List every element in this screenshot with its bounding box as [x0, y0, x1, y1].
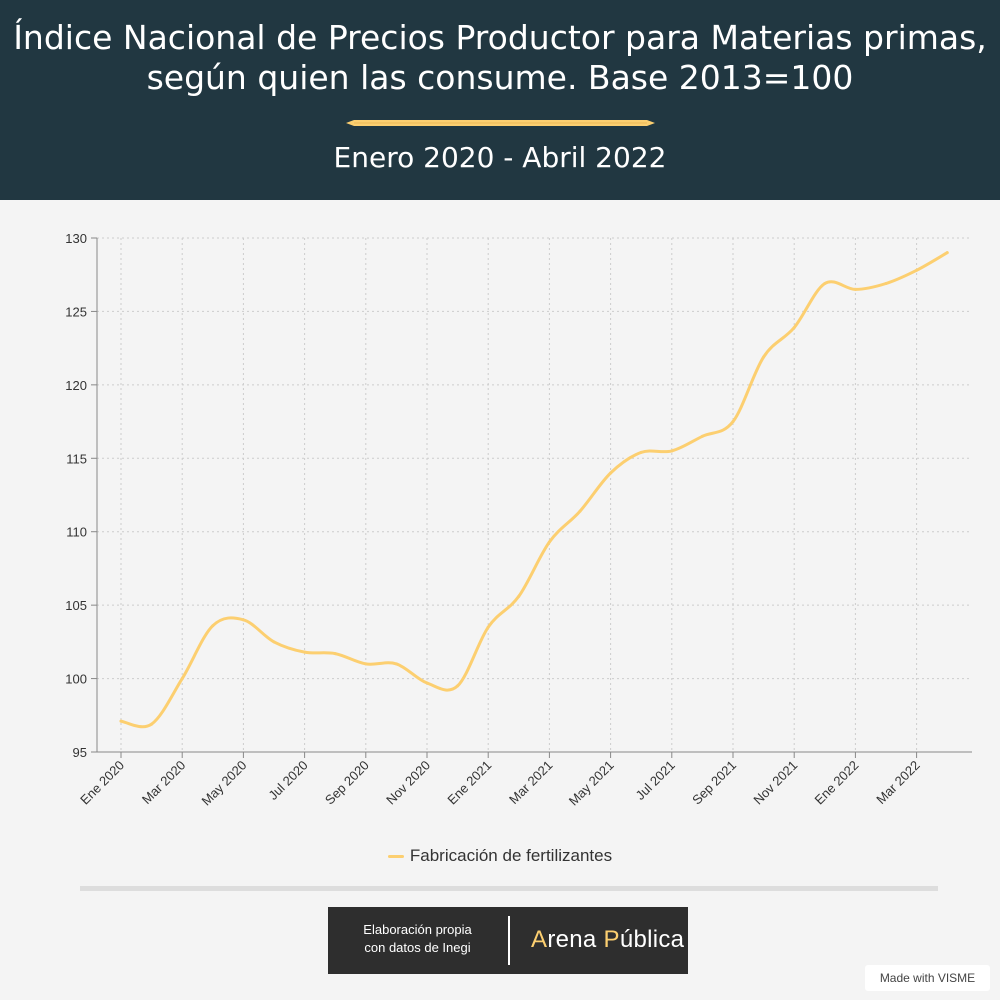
- data-point: [486, 625, 490, 629]
- brand-letter-a: A: [531, 926, 548, 953]
- credit-banner: Elaboración propia con datos de Inegi Ar…: [328, 907, 688, 974]
- y-tick-label: 110: [66, 525, 87, 540]
- x-tick-label: May 2020: [199, 758, 250, 809]
- data-point: [853, 287, 857, 291]
- data-point: [150, 722, 154, 726]
- data-point: [272, 640, 276, 644]
- data-point: [945, 251, 949, 255]
- data-point: [700, 434, 704, 438]
- data-point: [792, 326, 796, 330]
- brand-letter-p: P: [603, 926, 620, 953]
- series-layer: [119, 251, 949, 729]
- data-point: [425, 681, 429, 685]
- series-line: [119, 251, 949, 729]
- y-tick-label: 115: [66, 451, 87, 466]
- footer-divider: [80, 886, 938, 891]
- y-tick-label: 95: [73, 745, 87, 760]
- x-tick-label: Sep 2021: [689, 758, 739, 808]
- made-with-visme-badge[interactable]: Made with VISME: [865, 965, 990, 991]
- data-point: [180, 677, 184, 681]
- legend-label: Fabricación de fertilizantes: [409, 846, 613, 865]
- x-tick-label: Mar 2022: [873, 758, 922, 807]
- x-tick-label: May 2021: [566, 758, 617, 809]
- line-chart: 95 100 105 110 115 120 125 130 Ene 2020 Mar 2020…: [65, 231, 972, 809]
- x-tick-label: Jul 2020: [265, 758, 310, 803]
- chart-title-line-2: según quien las consume. Base 2013=100: [146, 58, 854, 97]
- x-tick-label: Ene 2020: [77, 758, 127, 808]
- chart-legend[interactable]: Fabricación de fertilizantes: [0, 846, 1000, 866]
- brand-text-rena: rena: [547, 926, 604, 953]
- chart-title-line-1: Índice Nacional de Precios Productor par…: [13, 18, 987, 57]
- x-tick-label: Mar 2021: [506, 758, 555, 807]
- data-point: [762, 355, 766, 359]
- axis-layer: [91, 237, 972, 758]
- data-point: [119, 719, 123, 723]
- credit-line-1: Elaboración propia: [363, 922, 472, 937]
- data-point: [394, 662, 398, 666]
- data-point: [731, 420, 735, 424]
- y-tick-label: 130: [65, 231, 87, 246]
- data-point: [517, 594, 521, 598]
- brand-text-ublica: ública: [619, 926, 685, 953]
- x-tick-label: Ene 2022: [812, 758, 862, 808]
- chart-subtitle: Enero 2020 - Abril 2022: [333, 141, 667, 174]
- credit-separator: [508, 916, 510, 965]
- data-point: [823, 282, 827, 286]
- x-tick-label: Mar 2020: [139, 758, 188, 807]
- y-tick-label: 125: [65, 304, 87, 319]
- data-point: [639, 450, 643, 454]
- data-point: [884, 282, 888, 286]
- data-point: [303, 650, 307, 654]
- data-point: [211, 624, 215, 628]
- data-point: [364, 662, 368, 666]
- x-tick-label: Ene 2021: [444, 758, 494, 808]
- x-tick-label: Jul 2021: [633, 758, 678, 803]
- grid-layer: [97, 237, 972, 752]
- data-point: [609, 471, 613, 475]
- data-point: [547, 540, 551, 544]
- data-point: [241, 618, 245, 622]
- x-tick-label: Sep 2020: [322, 758, 372, 808]
- legend-swatch: [387, 855, 404, 859]
- chart-header: Índice Nacional de Precios Productor par…: [0, 0, 1000, 200]
- x-tick-label: Nov 2021: [750, 758, 800, 808]
- y-tick-label: 105: [65, 598, 87, 613]
- x-tick-label: Nov 2020: [383, 758, 433, 808]
- data-point: [456, 684, 460, 688]
- pencil-divider-icon: [346, 120, 655, 126]
- y-tick-label: 120: [65, 378, 87, 393]
- x-tick-labels: Ene 2020 Mar 2020 May 2020 Jul 2020 Sep 2020…: [77, 758, 923, 809]
- credit-line-2: con datos de Inegi: [364, 940, 471, 955]
- data-point: [915, 268, 919, 272]
- y-tick-label: 100: [65, 672, 87, 687]
- data-point: [333, 652, 337, 656]
- chart-title: Índice Nacional de Precios Productor par…: [10, 18, 990, 98]
- data-point: [578, 509, 582, 513]
- data-point: [670, 449, 674, 453]
- credit-text: Elaboración propia con datos de Inegi: [340, 921, 495, 957]
- brand-logo: Arena Pública: [531, 926, 684, 954]
- y-tick-labels: 95 100 105 110 115 120 125 130: [65, 231, 87, 760]
